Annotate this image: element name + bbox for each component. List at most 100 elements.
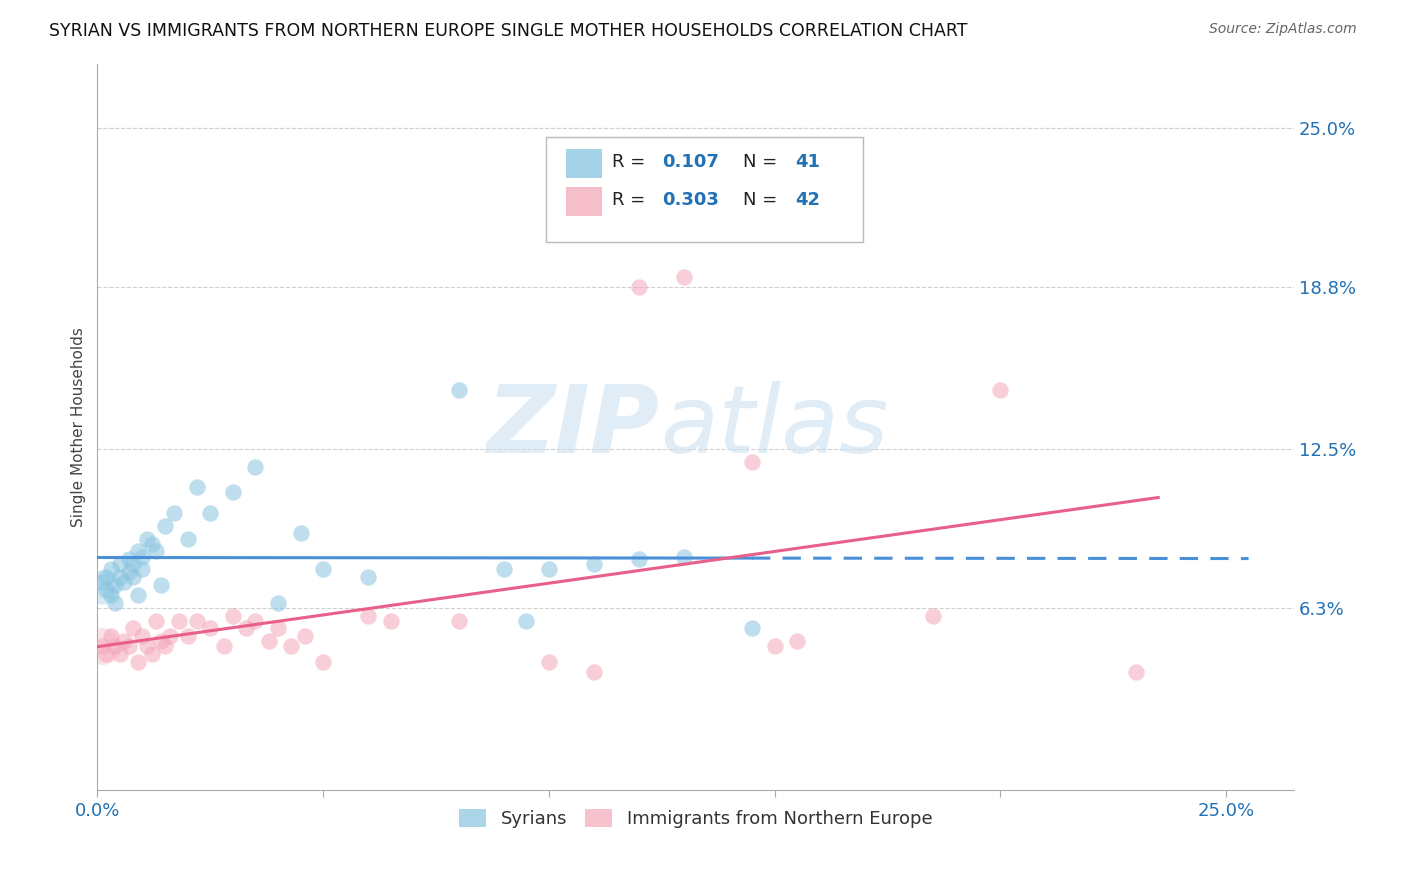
Point — [145, 544, 167, 558]
Legend: Syrians, Immigrants from Northern Europe: Syrians, Immigrants from Northern Europe — [451, 802, 939, 835]
Point — [176, 532, 198, 546]
Point — [141, 647, 163, 661]
Point — [90, 580, 112, 594]
Point — [131, 629, 153, 643]
Point — [628, 552, 651, 566]
Point — [90, 575, 112, 590]
Text: 42: 42 — [794, 191, 820, 209]
Point — [100, 562, 122, 576]
Point — [921, 608, 943, 623]
Point — [537, 655, 560, 669]
Point — [280, 640, 302, 654]
Point — [141, 537, 163, 551]
Bar — [567, 149, 602, 178]
Text: ZIP: ZIP — [486, 381, 659, 473]
Point — [741, 621, 763, 635]
Text: R =: R = — [612, 191, 651, 209]
Point — [122, 621, 145, 635]
Point — [212, 640, 235, 654]
Point — [104, 596, 127, 610]
Point — [294, 629, 316, 643]
Point — [122, 558, 145, 572]
Point — [673, 269, 696, 284]
Point — [357, 570, 380, 584]
Point — [290, 526, 312, 541]
Point — [118, 640, 141, 654]
Point — [163, 506, 186, 520]
Point — [380, 614, 402, 628]
FancyBboxPatch shape — [546, 136, 863, 242]
Point — [127, 655, 149, 669]
Point — [267, 621, 290, 635]
Point — [108, 570, 131, 584]
Text: 0.107: 0.107 — [662, 153, 718, 171]
Point — [96, 582, 118, 597]
Point — [186, 614, 208, 628]
Text: 0.303: 0.303 — [662, 191, 718, 209]
Point — [145, 614, 167, 628]
Point — [257, 634, 280, 648]
Point — [673, 549, 696, 564]
Point — [96, 570, 118, 584]
Point — [96, 647, 118, 661]
Point — [118, 552, 141, 566]
Point — [1125, 665, 1147, 679]
Point — [312, 562, 335, 576]
Point — [357, 608, 380, 623]
Point — [186, 480, 208, 494]
Point — [153, 640, 176, 654]
Point — [515, 614, 537, 628]
Point — [153, 518, 176, 533]
Point — [235, 621, 257, 635]
Point — [222, 485, 245, 500]
Point — [127, 544, 149, 558]
Point — [582, 558, 605, 572]
Point — [104, 640, 127, 654]
Y-axis label: Single Mother Households: Single Mother Households — [72, 327, 86, 527]
Point — [447, 383, 470, 397]
Bar — [567, 187, 602, 217]
Text: 41: 41 — [794, 153, 820, 171]
Point — [149, 578, 172, 592]
Point — [127, 588, 149, 602]
Point — [122, 570, 145, 584]
Point — [108, 647, 131, 661]
Text: N =: N = — [744, 153, 783, 171]
Point — [267, 596, 290, 610]
Point — [741, 455, 763, 469]
Text: SYRIAN VS IMMIGRANTS FROM NORTHERN EUROPE SINGLE MOTHER HOUSEHOLDS CORRELATION C: SYRIAN VS IMMIGRANTS FROM NORTHERN EUROP… — [49, 22, 967, 40]
Text: R =: R = — [612, 153, 651, 171]
Point — [312, 655, 335, 669]
Point — [447, 614, 470, 628]
Point — [245, 614, 267, 628]
Point — [176, 629, 198, 643]
Point — [159, 629, 181, 643]
Point — [104, 578, 127, 592]
Point — [988, 383, 1011, 397]
Point — [114, 634, 136, 648]
Point — [200, 621, 222, 635]
Point — [131, 549, 153, 564]
Point — [149, 634, 172, 648]
Text: atlas: atlas — [659, 382, 889, 473]
Point — [628, 280, 651, 294]
Point — [167, 614, 190, 628]
Point — [200, 506, 222, 520]
Point — [786, 634, 808, 648]
Text: N =: N = — [744, 191, 783, 209]
Point — [90, 640, 112, 654]
Point — [136, 640, 159, 654]
Point — [492, 562, 515, 576]
Point — [763, 640, 786, 654]
Text: Source: ZipAtlas.com: Source: ZipAtlas.com — [1209, 22, 1357, 37]
Point — [245, 459, 267, 474]
Point — [90, 640, 112, 654]
Point — [131, 562, 153, 576]
Point — [108, 558, 131, 572]
Point — [114, 575, 136, 590]
Point — [118, 565, 141, 579]
Point — [537, 562, 560, 576]
Point — [582, 665, 605, 679]
Point — [100, 629, 122, 643]
Point — [222, 608, 245, 623]
